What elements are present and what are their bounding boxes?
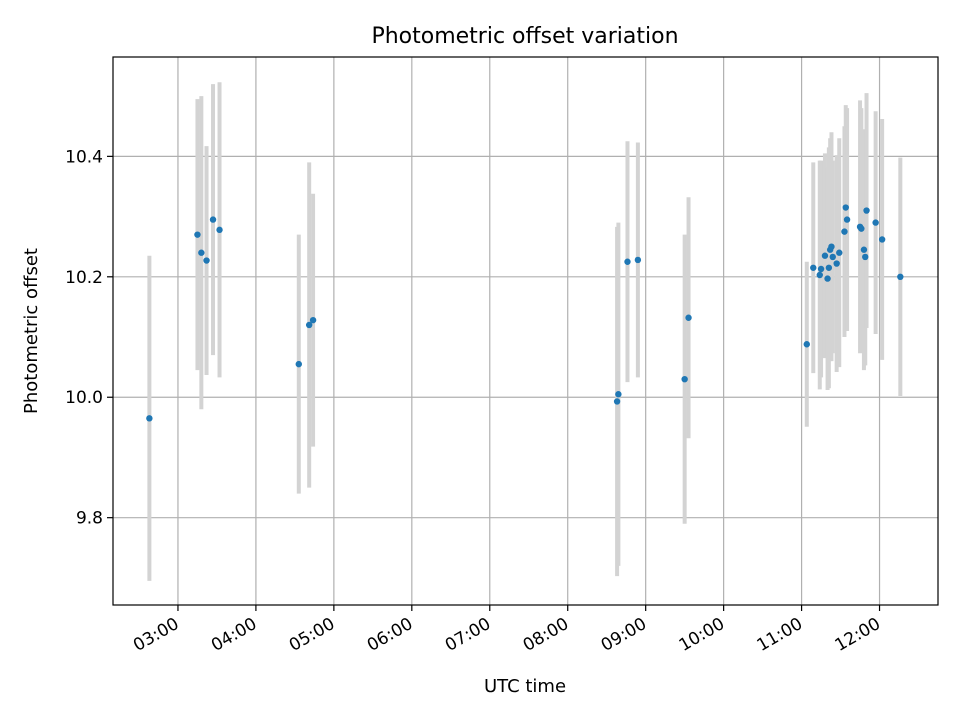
data-point xyxy=(194,231,201,238)
data-point xyxy=(198,249,205,256)
data-point xyxy=(858,225,865,232)
data-point xyxy=(203,257,210,264)
data-point xyxy=(878,236,886,243)
data-point xyxy=(836,249,843,256)
x-tick-label: 03:00 xyxy=(130,614,182,656)
x-tick-label: 06:00 xyxy=(364,614,416,656)
y-axis-ticks: 9.8 10.0 10.2 10.4 xyxy=(65,147,113,529)
data-point xyxy=(841,228,848,235)
data-point xyxy=(824,275,831,282)
data-point xyxy=(295,360,302,368)
errorbar-layer xyxy=(147,82,903,581)
x-tick-label: 10:00 xyxy=(676,614,728,656)
data-point xyxy=(816,271,823,279)
chart-title: Photometric offset variation xyxy=(371,24,678,49)
data-point xyxy=(146,415,153,422)
x-tick-label: 04:00 xyxy=(208,614,260,656)
y-tick-label: 10.2 xyxy=(65,268,103,288)
x-tick-label: 08:00 xyxy=(520,614,572,656)
y-tick-label: 10.0 xyxy=(65,388,103,408)
y-axis-label: Photometric offset xyxy=(21,248,42,414)
data-point xyxy=(305,321,313,329)
data-point xyxy=(833,260,840,267)
data-point xyxy=(681,375,688,383)
x-tick-label: 09:00 xyxy=(598,614,650,656)
data-point xyxy=(613,398,621,405)
data-point xyxy=(872,219,879,226)
data-point xyxy=(803,341,810,348)
x-axis-label: UTC time xyxy=(484,676,566,697)
plot-frame xyxy=(112,56,939,606)
grid-layer xyxy=(113,57,938,605)
data-point xyxy=(829,253,836,261)
data-point xyxy=(624,258,631,265)
data-point xyxy=(634,256,642,264)
data-point xyxy=(209,216,217,223)
data-point xyxy=(817,265,825,273)
data-point xyxy=(842,204,849,211)
data-point xyxy=(862,253,869,261)
data-point xyxy=(825,264,833,271)
data-point xyxy=(309,316,317,324)
data-point xyxy=(860,246,868,253)
data-point xyxy=(828,243,835,250)
data-point-layer xyxy=(146,204,904,422)
x-axis-ticks: 03:00 04:00 05:00 06:00 07:00 08:00 09:00 10:00… xyxy=(130,605,884,656)
data-point xyxy=(843,216,851,223)
data-point xyxy=(821,252,829,259)
data-point xyxy=(615,391,622,398)
y-tick-label: 9.8 xyxy=(76,509,103,529)
x-tick-label: 12:00 xyxy=(832,614,884,656)
y-tick-label: 10.4 xyxy=(65,147,103,167)
data-point xyxy=(897,273,904,281)
data-point xyxy=(216,226,223,234)
x-tick-label: 05:00 xyxy=(286,614,338,656)
data-point xyxy=(810,264,817,271)
data-point xyxy=(863,207,870,214)
data-point xyxy=(685,314,692,321)
x-tick-label: 11:00 xyxy=(754,614,806,656)
x-tick-label: 07:00 xyxy=(442,614,494,656)
